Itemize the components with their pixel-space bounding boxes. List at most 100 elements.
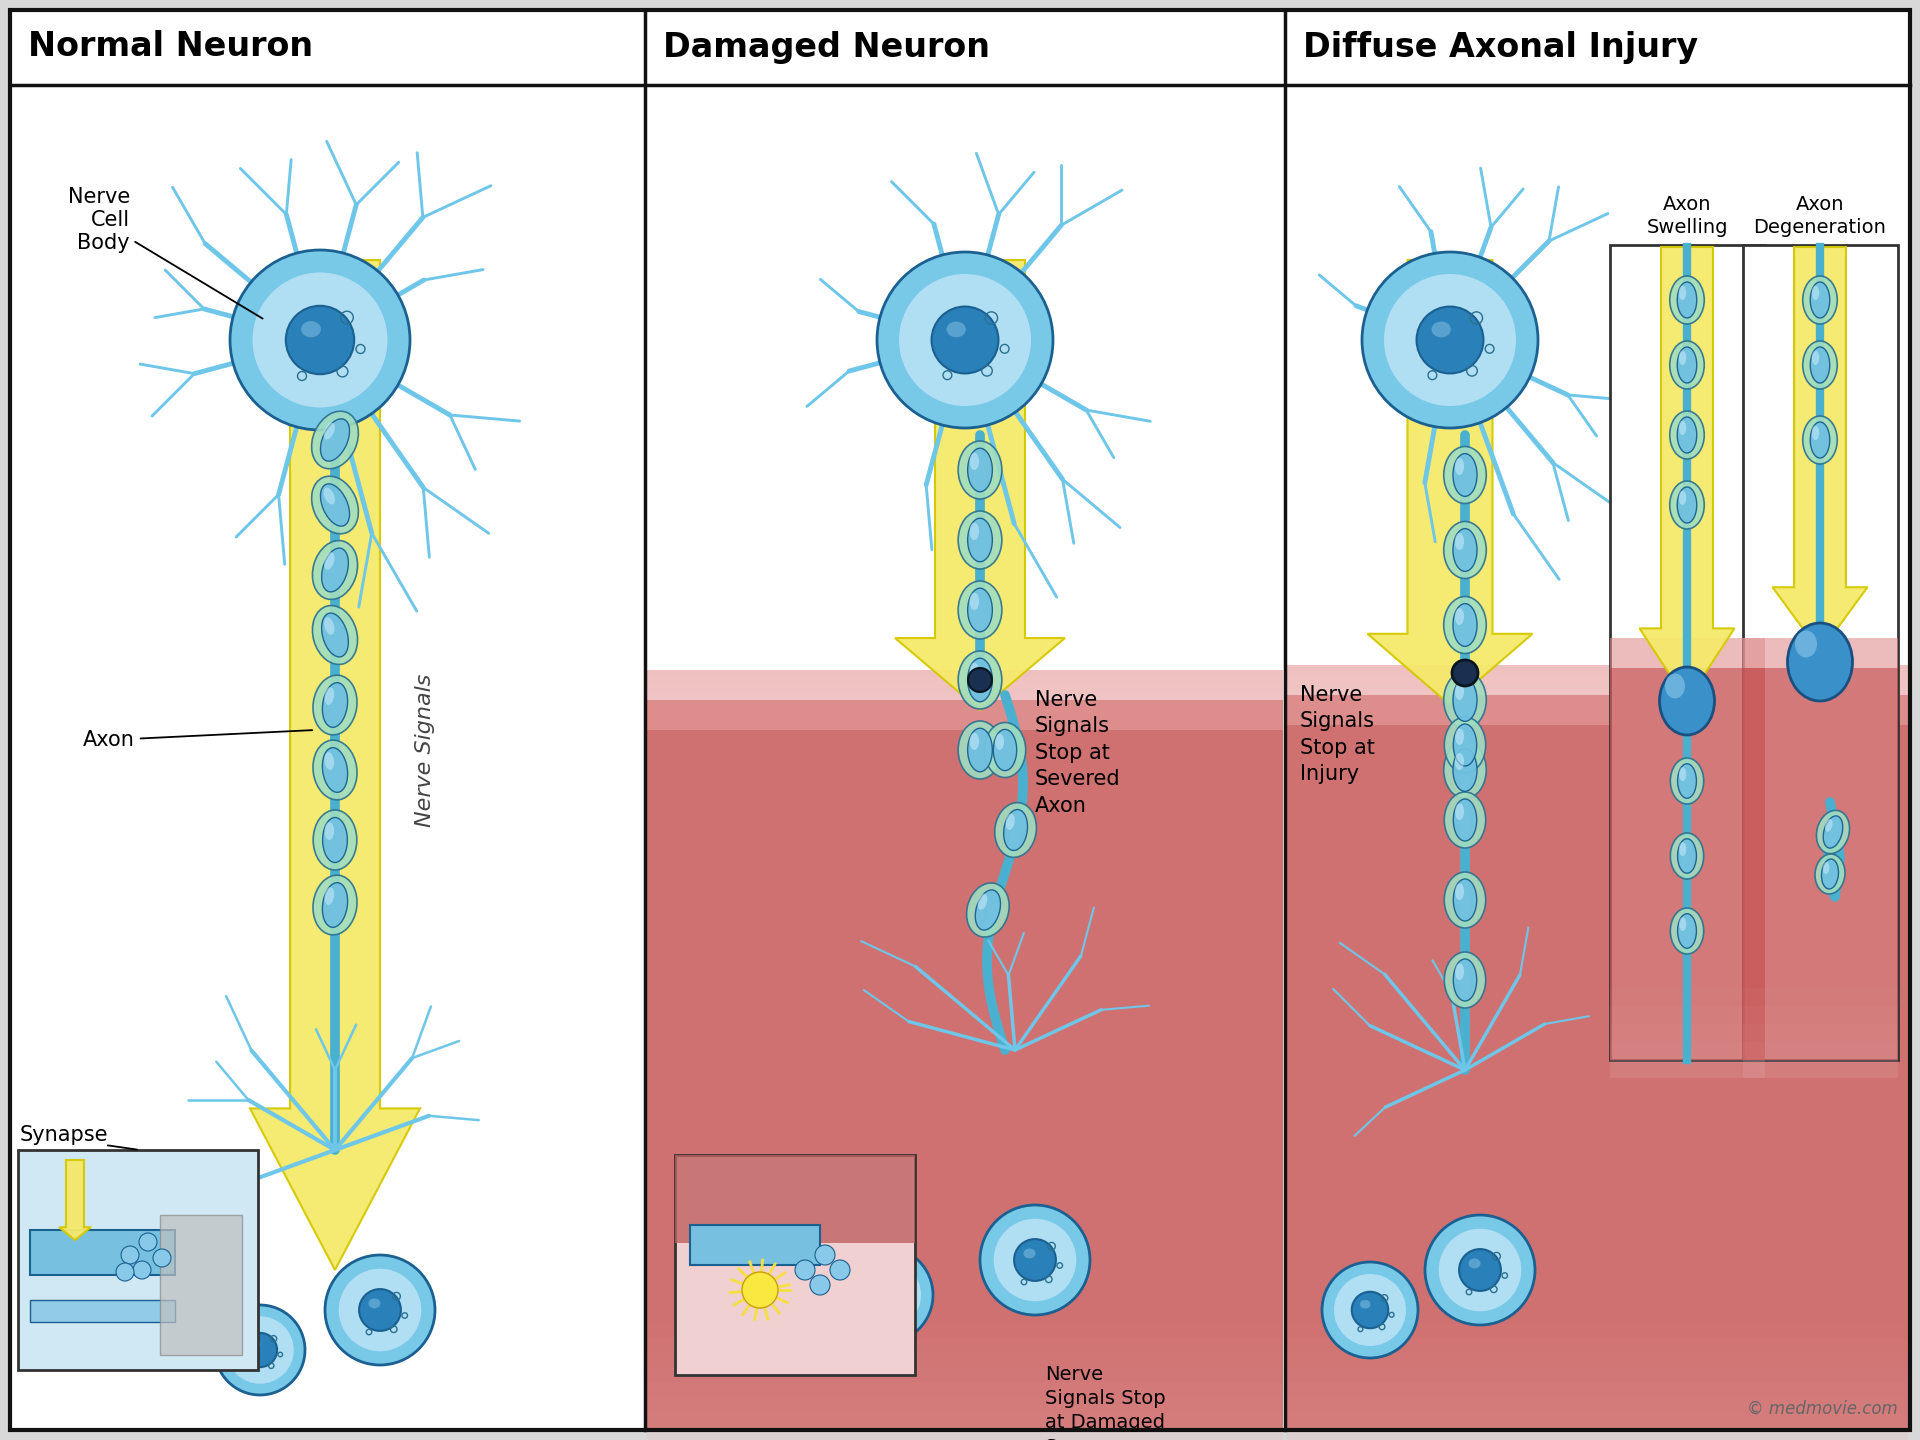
Ellipse shape bbox=[1812, 285, 1820, 300]
Ellipse shape bbox=[970, 733, 979, 750]
Circle shape bbox=[814, 1246, 835, 1264]
Ellipse shape bbox=[313, 540, 357, 599]
Bar bbox=[1286, 1428, 1908, 1440]
Circle shape bbox=[215, 1305, 305, 1395]
Bar bbox=[1611, 668, 1764, 1060]
Polygon shape bbox=[1640, 248, 1734, 701]
Bar bbox=[1743, 638, 1899, 668]
Bar bbox=[647, 1398, 1283, 1413]
Ellipse shape bbox=[1826, 819, 1832, 832]
Ellipse shape bbox=[1670, 909, 1703, 953]
Ellipse shape bbox=[1455, 804, 1465, 819]
Text: Synapse: Synapse bbox=[19, 1125, 109, 1145]
Ellipse shape bbox=[1811, 347, 1830, 383]
Ellipse shape bbox=[1444, 952, 1486, 1008]
Bar bbox=[1286, 1398, 1908, 1413]
Ellipse shape bbox=[958, 721, 1002, 779]
Ellipse shape bbox=[1795, 631, 1816, 658]
Ellipse shape bbox=[1670, 341, 1705, 389]
Circle shape bbox=[1425, 1215, 1534, 1325]
Ellipse shape bbox=[1469, 1259, 1480, 1269]
Ellipse shape bbox=[1455, 458, 1465, 475]
Ellipse shape bbox=[1455, 729, 1465, 744]
Circle shape bbox=[132, 1261, 152, 1279]
Ellipse shape bbox=[985, 723, 1025, 778]
Ellipse shape bbox=[323, 683, 348, 727]
Text: Diffuse Axonal Injury: Diffuse Axonal Injury bbox=[1304, 30, 1697, 63]
Ellipse shape bbox=[1822, 863, 1830, 874]
Text: Nerve Signals: Nerve Signals bbox=[415, 674, 436, 827]
Circle shape bbox=[1452, 660, 1478, 685]
Bar bbox=[1286, 1368, 1908, 1382]
Circle shape bbox=[995, 1218, 1077, 1302]
Ellipse shape bbox=[1824, 816, 1843, 848]
Bar bbox=[647, 670, 1283, 675]
Circle shape bbox=[324, 1256, 436, 1365]
Bar bbox=[1743, 1060, 1899, 1079]
Ellipse shape bbox=[313, 809, 357, 870]
Bar bbox=[1286, 671, 1908, 677]
Ellipse shape bbox=[1678, 914, 1697, 949]
Ellipse shape bbox=[970, 452, 979, 469]
Ellipse shape bbox=[1670, 410, 1705, 459]
Ellipse shape bbox=[993, 730, 1018, 770]
Circle shape bbox=[359, 1289, 401, 1331]
Ellipse shape bbox=[1444, 446, 1486, 504]
Bar bbox=[647, 700, 1283, 1428]
Circle shape bbox=[1323, 1261, 1419, 1358]
Ellipse shape bbox=[1453, 799, 1476, 841]
Ellipse shape bbox=[1444, 742, 1486, 799]
Ellipse shape bbox=[324, 752, 334, 770]
Ellipse shape bbox=[1812, 426, 1820, 441]
Circle shape bbox=[1361, 252, 1538, 428]
Circle shape bbox=[968, 668, 993, 693]
Bar bbox=[1286, 1354, 1908, 1368]
Ellipse shape bbox=[1432, 321, 1452, 337]
Text: Nerve
Signals
Stop at
Injury: Nerve Signals Stop at Injury bbox=[1300, 685, 1375, 785]
Bar bbox=[647, 1338, 1283, 1354]
Bar bbox=[159, 1215, 242, 1355]
Bar bbox=[1743, 1007, 1899, 1024]
Bar bbox=[1286, 683, 1908, 688]
Bar bbox=[1611, 1043, 1764, 1060]
Bar bbox=[676, 1155, 916, 1243]
Text: Nerve
Signals
Stop at
Severed
Axon: Nerve Signals Stop at Severed Axon bbox=[1035, 690, 1121, 815]
Ellipse shape bbox=[1453, 528, 1476, 572]
Circle shape bbox=[230, 251, 411, 431]
Ellipse shape bbox=[1670, 832, 1703, 878]
Ellipse shape bbox=[324, 553, 334, 570]
Bar bbox=[647, 683, 1283, 688]
Bar bbox=[647, 675, 1283, 683]
Ellipse shape bbox=[1444, 792, 1486, 848]
Bar bbox=[647, 700, 1283, 706]
Ellipse shape bbox=[1678, 282, 1697, 318]
Ellipse shape bbox=[1814, 854, 1845, 894]
Ellipse shape bbox=[1678, 285, 1686, 300]
Bar bbox=[1286, 688, 1908, 696]
Ellipse shape bbox=[1006, 814, 1016, 829]
Bar bbox=[1611, 1060, 1764, 1079]
Bar bbox=[10, 10, 645, 1430]
Ellipse shape bbox=[250, 1341, 261, 1349]
Ellipse shape bbox=[1023, 1248, 1035, 1259]
Ellipse shape bbox=[1455, 963, 1465, 981]
Bar bbox=[647, 694, 1283, 700]
Ellipse shape bbox=[1670, 757, 1703, 804]
Bar bbox=[17, 1151, 257, 1369]
Ellipse shape bbox=[947, 321, 966, 337]
Ellipse shape bbox=[1453, 454, 1476, 497]
Ellipse shape bbox=[1453, 878, 1476, 922]
Text: Nerve
Signals Stop
at Damaged
Synapse: Nerve Signals Stop at Damaged Synapse bbox=[1044, 1365, 1165, 1440]
Ellipse shape bbox=[1359, 1300, 1371, 1309]
Ellipse shape bbox=[1444, 596, 1486, 654]
Bar bbox=[1286, 1338, 1908, 1354]
Ellipse shape bbox=[1678, 491, 1686, 505]
Bar bbox=[647, 1428, 1283, 1440]
Bar bbox=[1611, 1007, 1764, 1024]
Circle shape bbox=[849, 1259, 922, 1331]
Ellipse shape bbox=[1455, 608, 1465, 625]
Ellipse shape bbox=[1453, 959, 1476, 1001]
Ellipse shape bbox=[968, 589, 993, 632]
Bar bbox=[1286, 1382, 1908, 1398]
Ellipse shape bbox=[968, 518, 993, 562]
